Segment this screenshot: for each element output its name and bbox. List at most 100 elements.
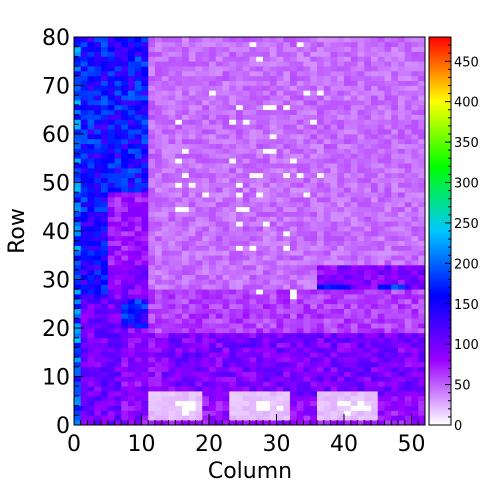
- heatmap-cell: [344, 56, 352, 62]
- heatmap-cell: [94, 153, 102, 159]
- heatmap-cell: [398, 250, 406, 256]
- heatmap-cell: [337, 264, 345, 271]
- heatmap-cell: [330, 240, 338, 246]
- heatmap-cell: [398, 323, 406, 329]
- heatmap-cell: [364, 109, 372, 115]
- heatmap-cell: [283, 391, 291, 397]
- heatmap-cell: [128, 391, 136, 397]
- heatmap-cell: [364, 308, 372, 314]
- heatmap-cell: [114, 289, 122, 295]
- heatmap-cell: [101, 163, 109, 169]
- heatmap-cell: [377, 347, 385, 353]
- heatmap-cell: [317, 70, 325, 77]
- heatmap-cell: [182, 46, 190, 52]
- heatmap-cell: [148, 400, 156, 406]
- heatmap-cell: [330, 66, 338, 72]
- heatmap-cell: [283, 371, 291, 377]
- heatmap-cell: [357, 352, 365, 358]
- heatmap-cell: [290, 328, 298, 334]
- heatmap-cell: [350, 100, 358, 106]
- heatmap-cell: [168, 51, 176, 57]
- heatmap-cell: [141, 400, 149, 406]
- heatmap-cell: [148, 46, 156, 52]
- heatmap-cell: [74, 61, 82, 67]
- heatmap-cell: [101, 366, 109, 372]
- heatmap-cell: [296, 95, 304, 101]
- heatmap-cell: [296, 420, 304, 426]
- heatmap-cell: [337, 381, 345, 387]
- heatmap-cell: [323, 158, 331, 164]
- heatmap-cell: [141, 104, 149, 111]
- heatmap-cell: [101, 177, 109, 183]
- heatmap-cell: [249, 400, 257, 406]
- heatmap-cell: [222, 66, 230, 72]
- heatmap-cell: [87, 342, 95, 348]
- heatmap-cell: [337, 41, 345, 48]
- heatmap-cell: [276, 153, 284, 159]
- heatmap-cell: [290, 90, 298, 96]
- heatmap-cell: [398, 274, 406, 280]
- heatmap-cell: [114, 216, 122, 222]
- heatmap-cell: [107, 410, 115, 416]
- heatmap-cell: [188, 361, 196, 368]
- heatmap-cell: [209, 226, 217, 232]
- heatmap-cell: [202, 337, 210, 343]
- heatmap-cell: [269, 371, 277, 377]
- heatmap-cell: [350, 337, 358, 343]
- heatmap-cell: [310, 216, 318, 222]
- heatmap-cell: [269, 216, 277, 222]
- heatmap-cell: [411, 410, 419, 416]
- heatmap-cell: [330, 216, 338, 222]
- heatmap-cell: [242, 124, 250, 130]
- heatmap-cell: [364, 298, 372, 305]
- heatmap-cell: [141, 240, 149, 246]
- heatmap-cell: [398, 298, 406, 305]
- heatmap-cell: [256, 342, 264, 348]
- heatmap-cell: [290, 323, 298, 329]
- heatmap-cell: [276, 347, 284, 353]
- heatmap-cell: [242, 279, 250, 285]
- heatmap-cell: [371, 342, 379, 348]
- heatmap-cell: [249, 182, 257, 188]
- heatmap-cell: [249, 274, 257, 280]
- heatmap-cell: [344, 153, 352, 159]
- heatmap-cell: [229, 231, 237, 237]
- heatmap-cell: [182, 342, 190, 348]
- heatmap-cell: [398, 386, 406, 392]
- heatmap-cell: [269, 342, 277, 348]
- heatmap-cell: [310, 386, 318, 392]
- heatmap-cell: [121, 182, 129, 188]
- x-axis-ticks: 0 10 20 30 40 50: [67, 414, 426, 457]
- heatmap-cell: [256, 95, 264, 101]
- heatmap-cell: [249, 75, 257, 81]
- heatmap-cell: [188, 298, 196, 305]
- heatmap-cell: [107, 206, 115, 212]
- heatmap-cell: [269, 85, 277, 91]
- heatmap-cell: [148, 51, 156, 57]
- heatmap-cell: [391, 269, 399, 275]
- heatmap-cell: [303, 95, 311, 101]
- heatmap-cell: [330, 70, 338, 77]
- heatmap-cell: [87, 289, 95, 295]
- heatmap-cell: [263, 109, 271, 115]
- heatmap-cell: [188, 109, 196, 115]
- heatmap-cell: [242, 56, 250, 62]
- heatmap-cell: [168, 405, 176, 411]
- heatmap-cell: [202, 70, 210, 77]
- heatmap-cell: [371, 400, 379, 406]
- heatmap-cell: [283, 361, 291, 368]
- heatmap-cell: [215, 357, 223, 363]
- heatmap-cell: [236, 313, 244, 319]
- heatmap-cell: [404, 158, 412, 164]
- heatmap-cell: [391, 361, 399, 368]
- heatmap-cell: [391, 201, 399, 208]
- heatmap-cell: [134, 347, 142, 353]
- heatmap-cell: [398, 226, 406, 232]
- heatmap-cell: [121, 376, 129, 382]
- heatmap-cell: [155, 260, 163, 266]
- heatmap-cell: [263, 255, 271, 261]
- heatmap-cell: [107, 124, 115, 130]
- heatmap-cell: [310, 109, 318, 115]
- heatmap-cell: [377, 245, 385, 251]
- heatmap-cell: [323, 235, 331, 242]
